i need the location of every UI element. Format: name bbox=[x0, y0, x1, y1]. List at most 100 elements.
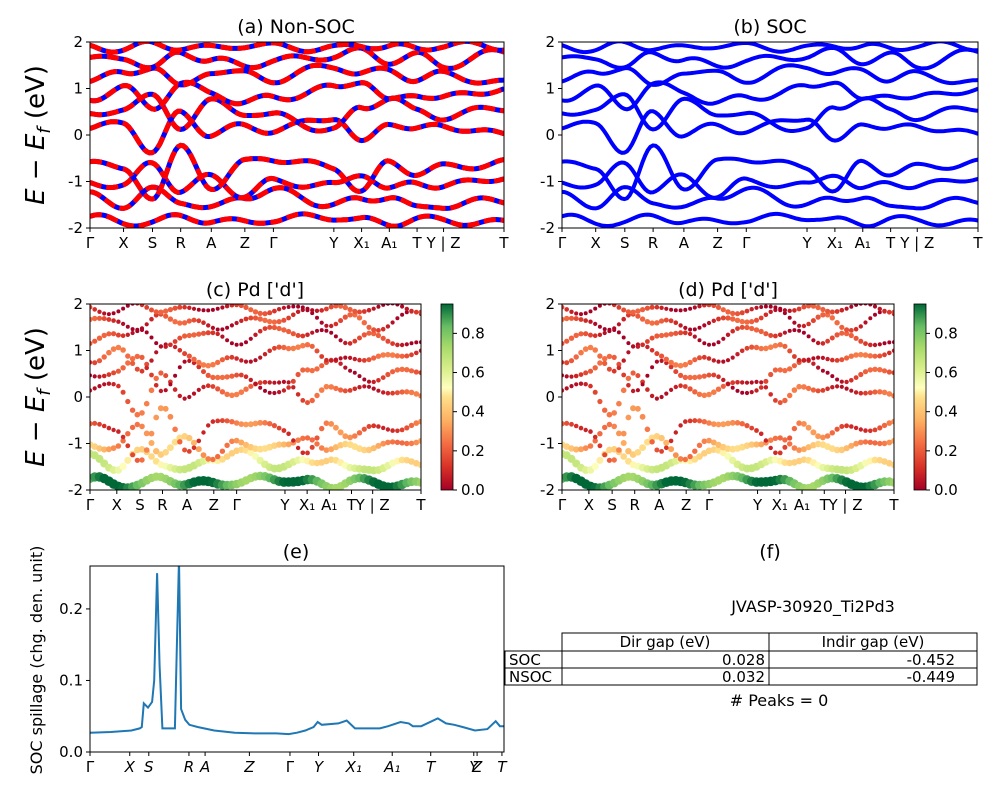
scatter-point bbox=[669, 387, 674, 392]
scatter-point bbox=[181, 320, 188, 326]
scatter-point bbox=[205, 372, 211, 378]
scatter-point bbox=[120, 347, 126, 353]
panel-c-title: (c) Pd ['d'] bbox=[206, 279, 304, 301]
scatter-point bbox=[635, 313, 641, 319]
scatter-point bbox=[375, 442, 382, 449]
axes-frame bbox=[89, 303, 422, 491]
scatter-point bbox=[380, 352, 387, 358]
scatter-point bbox=[800, 446, 807, 453]
scatter-point bbox=[720, 307, 726, 313]
xtick-label: Y bbox=[279, 496, 290, 514]
scatter-point bbox=[715, 386, 722, 392]
scatter-point bbox=[275, 441, 283, 448]
scatter-point bbox=[366, 424, 372, 429]
scatter-point bbox=[105, 446, 112, 453]
scatter-point bbox=[568, 335, 575, 341]
scatter-point bbox=[773, 333, 778, 339]
scatter-point bbox=[630, 388, 636, 394]
scatter-point bbox=[583, 331, 589, 337]
scatter-point bbox=[361, 309, 367, 314]
scatter-point bbox=[810, 318, 816, 324]
scatter-point bbox=[725, 358, 731, 363]
scatter-point bbox=[568, 358, 575, 364]
scatter-point bbox=[844, 306, 849, 311]
scatter-point bbox=[153, 309, 159, 315]
scatter-point bbox=[583, 382, 588, 387]
scatter-point bbox=[168, 342, 173, 348]
scatter-point bbox=[659, 332, 665, 339]
scatter-point bbox=[248, 359, 253, 364]
scatter-point bbox=[167, 413, 174, 420]
scatter-point bbox=[886, 420, 893, 426]
scatter-point bbox=[205, 362, 211, 369]
xtick-label: X bbox=[124, 758, 136, 776]
ytick-label: 1 bbox=[73, 342, 83, 360]
scatter-point bbox=[805, 385, 812, 392]
scatter-point bbox=[740, 380, 745, 385]
scatter-point bbox=[390, 320, 395, 325]
table-row-nsoc-indir: -0.449 bbox=[907, 668, 955, 686]
scatter-point bbox=[324, 328, 329, 333]
xtick-label: T bbox=[972, 234, 983, 252]
panel-d-colorbar: 0.0 0.2 0.4 0.6 0.8 bbox=[913, 303, 958, 499]
scatter-point bbox=[139, 457, 145, 463]
scatter-point bbox=[625, 414, 632, 421]
scatter-point bbox=[187, 394, 192, 400]
scatter-point bbox=[735, 326, 740, 331]
scatter-point bbox=[602, 424, 608, 431]
scatter-point bbox=[333, 385, 339, 392]
scatter-point bbox=[730, 380, 736, 386]
cbar-tick-label: 0.8 bbox=[461, 324, 485, 342]
scatter-point bbox=[215, 418, 221, 424]
xtick-label: X bbox=[112, 496, 122, 514]
scatter-point bbox=[725, 381, 731, 386]
scatter-point bbox=[414, 350, 419, 356]
scatter-point bbox=[754, 428, 759, 433]
scatter-point bbox=[872, 440, 878, 446]
scatter-point bbox=[153, 383, 159, 388]
scatter-point bbox=[616, 400, 622, 407]
scatter-point bbox=[625, 375, 632, 382]
scatter-point bbox=[238, 304, 244, 309]
xtick-label: Z bbox=[712, 234, 722, 252]
scatter-point bbox=[839, 384, 844, 389]
scatter-point bbox=[124, 456, 132, 464]
panel-d-title: (d) Pd ['d'] bbox=[678, 279, 778, 301]
scatter-point bbox=[206, 423, 211, 428]
scatter-point bbox=[190, 439, 198, 446]
scatter-point bbox=[820, 312, 826, 318]
scatter-point bbox=[375, 353, 382, 359]
scatter-point bbox=[125, 353, 131, 359]
scatter-point bbox=[177, 393, 182, 399]
scatter-point bbox=[645, 344, 650, 350]
scatter-point bbox=[177, 304, 183, 310]
scatter-point bbox=[206, 308, 211, 313]
scatter-point bbox=[97, 384, 102, 389]
scatter-point bbox=[829, 309, 835, 315]
scatter-point bbox=[612, 326, 617, 331]
scatter-point bbox=[129, 424, 136, 431]
scatter-point bbox=[672, 452, 679, 458]
scatter-point bbox=[805, 444, 812, 451]
scatter-point bbox=[215, 331, 220, 337]
scatter-point bbox=[687, 453, 693, 460]
scatter-point bbox=[735, 388, 740, 393]
scatter-point bbox=[768, 445, 773, 451]
scatter-point bbox=[739, 318, 745, 325]
scatter-point bbox=[144, 305, 150, 310]
scatter-point bbox=[578, 425, 584, 431]
scatter-point bbox=[210, 307, 215, 312]
scatter-point bbox=[659, 449, 664, 454]
scatter-point bbox=[668, 438, 674, 444]
scatter-point bbox=[763, 385, 769, 390]
scatter-point bbox=[816, 355, 821, 360]
scatter-point bbox=[644, 426, 651, 433]
scatter-point bbox=[696, 453, 703, 460]
scatter-point bbox=[200, 452, 207, 458]
scatter-point bbox=[342, 304, 348, 311]
scatter-point bbox=[797, 328, 802, 333]
scatter-point bbox=[338, 304, 344, 309]
scatter-point bbox=[626, 350, 631, 355]
scatter-point bbox=[749, 390, 754, 395]
